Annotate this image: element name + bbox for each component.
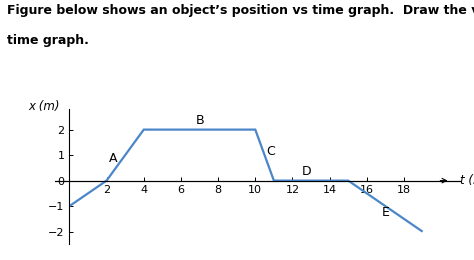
Text: time graph.: time graph. bbox=[7, 34, 89, 47]
Text: C: C bbox=[266, 145, 275, 158]
Text: t (s): t (s) bbox=[460, 174, 474, 187]
Text: Figure below shows an object’s position vs time graph.  Draw the velocity vs: Figure below shows an object’s position … bbox=[7, 4, 474, 17]
Text: B: B bbox=[196, 114, 204, 127]
Text: x (m): x (m) bbox=[28, 100, 60, 113]
Text: A: A bbox=[109, 152, 117, 165]
Text: D: D bbox=[302, 165, 311, 178]
Text: E: E bbox=[382, 206, 390, 219]
